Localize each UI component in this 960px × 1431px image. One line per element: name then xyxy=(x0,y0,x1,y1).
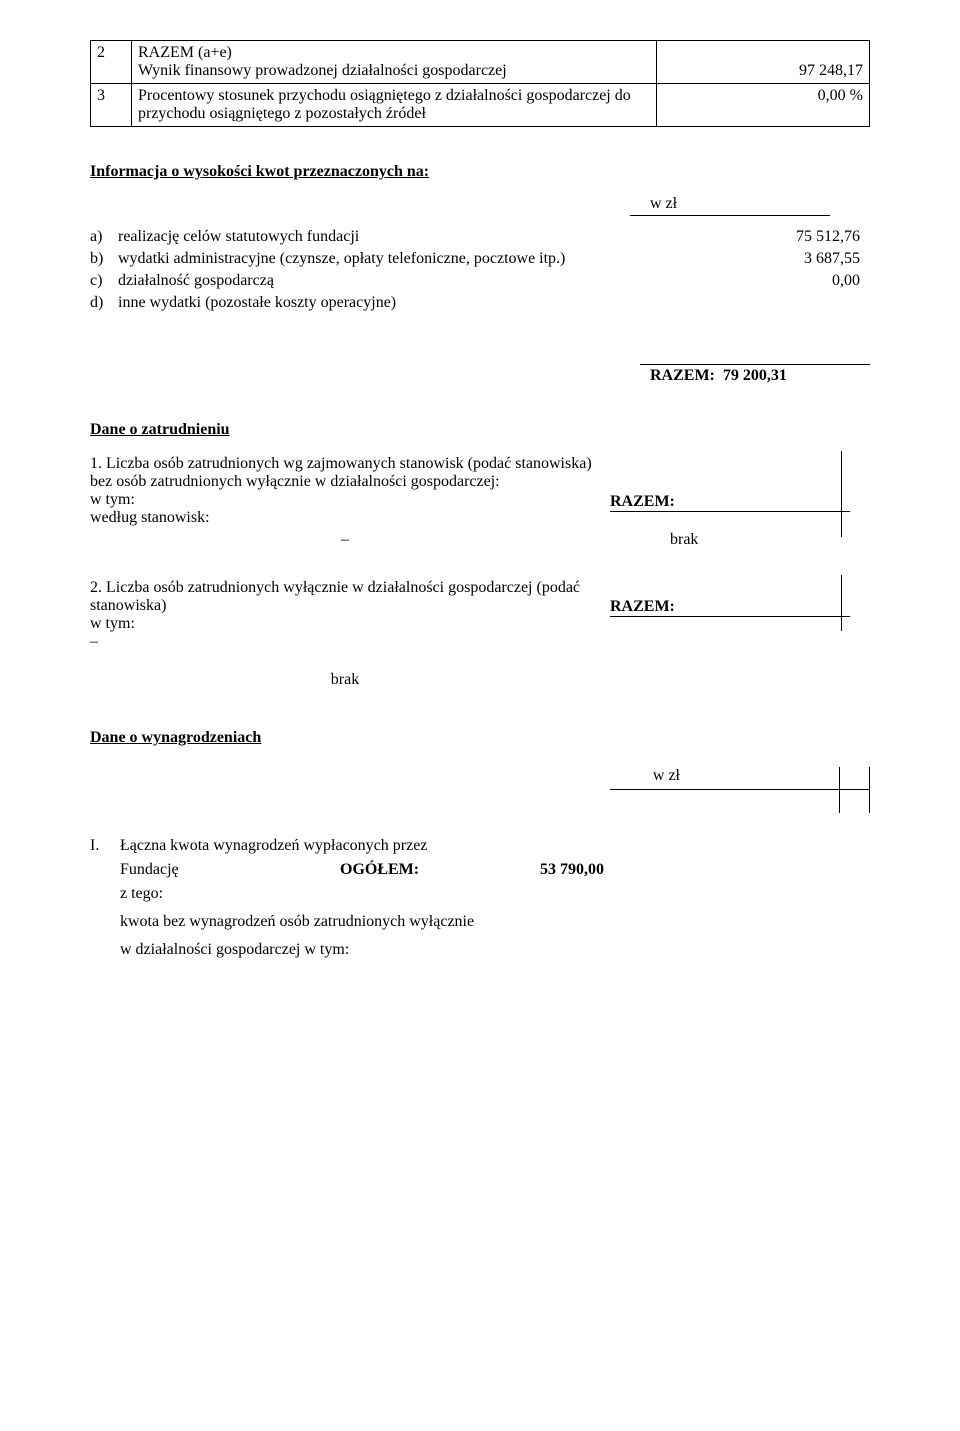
summary-table: 2 RAZEM (a+e) Wynik finansowy prowadzone… xyxy=(90,40,870,127)
ogolem-label: OGÓŁEM: xyxy=(340,861,540,879)
list-item: a) realizację celów statutowych fundacji… xyxy=(90,226,870,248)
section-heading-employment: Dane o zatrudnieniu xyxy=(90,421,870,439)
employment-item-2: 2. Liczba osób zatrudnionych wyłącznie w… xyxy=(90,579,870,689)
allocations-list: a) realizację celów statutowych fundacji… xyxy=(90,226,870,314)
list-item: d) inne wydatki (pozostałe koszty operac… xyxy=(90,292,870,314)
table-row: 2 RAZEM (a+e) Wynik finansowy prowadzone… xyxy=(91,41,870,84)
row-desc: RAZEM (a+e) Wynik finansowy prowadzonej … xyxy=(132,41,657,84)
razem-label: RAZEM: xyxy=(610,493,850,512)
horizontal-rule xyxy=(610,789,870,790)
section-heading-salaries: Dane o wynagrodzeniach xyxy=(90,729,870,747)
vertical-rule xyxy=(839,767,840,813)
salaries-block: w zł I. Łączna kwota wynagrodzeń wypłaco… xyxy=(90,767,870,959)
salary-sub1: kwota bez wynagrodzeń osób zatrudnionych… xyxy=(120,913,870,931)
salary-sub2: w działalności gospodarczej w tym: xyxy=(120,941,870,959)
row-num: 2 xyxy=(91,41,132,84)
table-row: 3 Procentowy stosunek przychodu osiągnię… xyxy=(91,84,870,127)
employment-item-1: 1. Liczba osób zatrudnionych wg zajmowan… xyxy=(90,455,870,549)
list-item: b) wydatki administracyjne (czynsze, opł… xyxy=(90,248,870,270)
brak-text: brak xyxy=(600,531,870,549)
currency-label: w zł xyxy=(653,767,680,785)
row-num: 3 xyxy=(91,84,132,127)
razem-label: RAZEM: xyxy=(610,598,850,617)
row-value: 0,00 % xyxy=(657,84,870,127)
brak-text: brak xyxy=(90,671,600,689)
row-value: 97 248,17 xyxy=(657,41,870,84)
dash: – xyxy=(90,531,600,549)
section-heading-allocations: Informacja o wysokości kwot przeznaczony… xyxy=(90,163,870,181)
currency-label: w zł xyxy=(630,195,830,216)
fund-label: Fundację xyxy=(120,861,340,879)
list-item: c) działalność gospodarczą 0,00 xyxy=(90,270,870,292)
vertical-rule xyxy=(841,575,842,631)
vertical-rule xyxy=(841,451,842,537)
salary-item-1: I. Łączna kwota wynagrodzeń wypłaconych … xyxy=(90,837,870,855)
vertical-rule xyxy=(869,767,870,813)
ztego-label: z tego: xyxy=(120,885,870,903)
allocations-total: RAZEM: 79 200,31 xyxy=(90,364,870,385)
ogolem-value: 53 790,00 xyxy=(540,861,680,879)
row-desc: Procentowy stosunek przychodu osiągnięte… xyxy=(132,84,657,127)
